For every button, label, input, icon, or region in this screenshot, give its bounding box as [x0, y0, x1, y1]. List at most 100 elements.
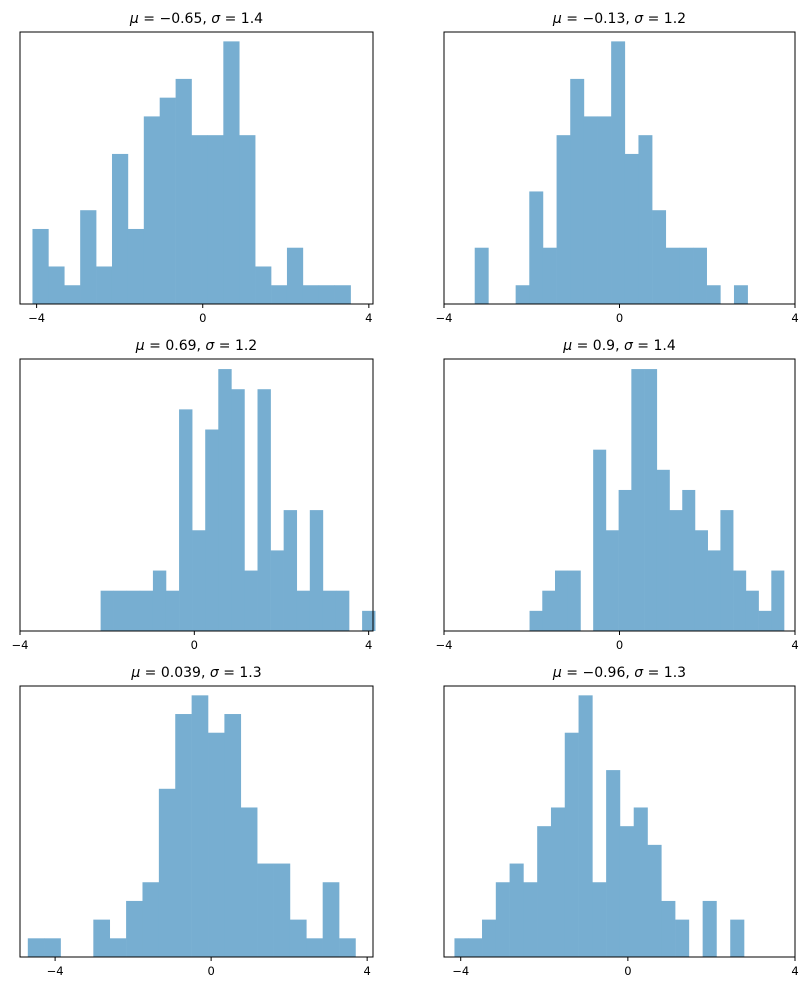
histogram-bar — [542, 590, 556, 631]
panel-title-part: 1.4 — [653, 338, 675, 354]
panel-title-part: , — [197, 338, 206, 354]
panel-title-part: σ = — [205, 338, 235, 354]
x-tick-label: −4 — [436, 638, 453, 652]
histogram-bar — [257, 863, 274, 957]
histogram-panel-6: −4 0 4 μ = −0.96, σ = 1.3 — [443, 665, 799, 978]
histogram-bar — [322, 590, 337, 631]
histogram-bar — [191, 695, 209, 957]
histogram-bar — [334, 285, 351, 304]
histogram-bar — [624, 153, 639, 304]
histogram-bar — [583, 116, 598, 304]
histogram-bar — [618, 489, 632, 631]
histogram-bar — [207, 135, 224, 304]
x-tick-label: 4 — [363, 964, 370, 978]
histogram-bar — [529, 191, 544, 304]
histogram-bar — [339, 938, 356, 957]
histogram-bar — [335, 590, 350, 631]
histogram-bar — [555, 570, 569, 631]
histogram-bar — [720, 510, 734, 631]
histogram-bar — [706, 285, 721, 304]
histogram-bar — [631, 369, 645, 631]
panel-title-part: σ = — [624, 338, 654, 354]
panel-title: μ = 0.9, σ = 1.4 — [562, 338, 676, 354]
histogram-bar — [192, 530, 206, 631]
histogram-bar — [231, 389, 245, 631]
panel-title: μ = −0.13, σ = 1.2 — [552, 11, 686, 27]
histogram-bar — [142, 882, 160, 957]
histogram-bar — [578, 695, 593, 957]
histogram-bar — [96, 266, 113, 304]
panel-title-part: 0.039 — [161, 665, 201, 681]
panel-title-part: , — [625, 665, 634, 681]
histogram-bar — [542, 247, 557, 304]
histogram-bar — [619, 826, 635, 957]
panel-title-part: 1.2 — [664, 11, 686, 27]
x-tick-label: 0 — [207, 964, 214, 978]
x-tick-label: 0 — [191, 638, 198, 652]
histogram-panel-1: −4 0 4 μ = −0.65, σ = 1.4 — [19, 11, 374, 325]
histogram-bar — [306, 938, 323, 957]
histogram-bar — [454, 938, 469, 957]
histogram-bar — [257, 389, 271, 631]
x-tick-label: −4 — [436, 311, 453, 325]
histogram-bar — [556, 135, 571, 304]
histogram-bar — [758, 610, 772, 631]
histogram-bar — [679, 247, 694, 304]
panel-title: μ = −0.96, σ = 1.3 — [552, 665, 686, 681]
histogram-bar — [633, 807, 648, 957]
histogram-bar — [223, 41, 240, 304]
x-tick-label: 4 — [791, 638, 798, 652]
histogram-bar — [702, 900, 717, 957]
histogram-panel-3: −4 0 4 μ = 0.69, σ = 1.2 — [12, 338, 376, 652]
histogram-bar — [661, 900, 676, 957]
histogram-bar — [218, 369, 232, 631]
histogram-bar — [606, 770, 621, 957]
panel-title-part: σ = — [634, 665, 664, 681]
histogram-bar — [682, 489, 696, 631]
histogram-bar — [309, 510, 324, 631]
x-tick-label: −4 — [47, 964, 64, 978]
histogram-bar — [270, 550, 284, 631]
histogram-bar — [255, 266, 272, 304]
histogram-bar — [495, 882, 510, 957]
histogram-bar — [693, 247, 707, 304]
histogram-bar — [537, 826, 552, 957]
panel-title-part: μ = — [135, 338, 166, 354]
histogram-bar — [675, 919, 690, 957]
histogram-bar — [669, 510, 683, 631]
panel-title-part: −0.65 — [159, 11, 202, 27]
histogram-bar — [240, 807, 258, 957]
histogram-bar — [139, 590, 154, 631]
histogram-bar — [567, 570, 581, 631]
histogram-bar — [48, 266, 65, 304]
histogram-bar — [302, 285, 320, 304]
axes-frame — [19, 31, 374, 305]
histogram-bar — [707, 550, 721, 631]
histogram-bar — [318, 285, 335, 304]
histogram-bar — [175, 714, 192, 957]
histogram-bar — [611, 41, 626, 304]
axes-frame — [443, 685, 796, 958]
histogram-bar — [605, 530, 619, 631]
histogram-bar — [179, 409, 193, 631]
histogram-bar — [111, 153, 129, 304]
histogram-bar — [771, 570, 785, 631]
histogram-bar — [474, 247, 489, 304]
histogram-bar — [694, 530, 708, 631]
histogram-bar — [638, 135, 653, 304]
histogram-bar — [597, 116, 612, 304]
panel-title-part: σ = — [634, 11, 664, 27]
histogram-bar — [224, 714, 242, 957]
x-tick-label: −4 — [452, 964, 469, 978]
histogram-bar — [244, 570, 258, 631]
histogram-bar — [109, 938, 127, 957]
panel-title-part: 1.3 — [239, 665, 261, 681]
panel-title-part: , — [201, 665, 210, 681]
histogram-bar — [523, 882, 538, 957]
histogram-bar — [647, 844, 662, 957]
x-tick-label: 0 — [624, 964, 631, 978]
panel-title-part: 0.69 — [165, 338, 196, 354]
panel-title: μ = 0.039, σ = 1.3 — [130, 665, 261, 681]
histogram-bar — [515, 285, 530, 304]
